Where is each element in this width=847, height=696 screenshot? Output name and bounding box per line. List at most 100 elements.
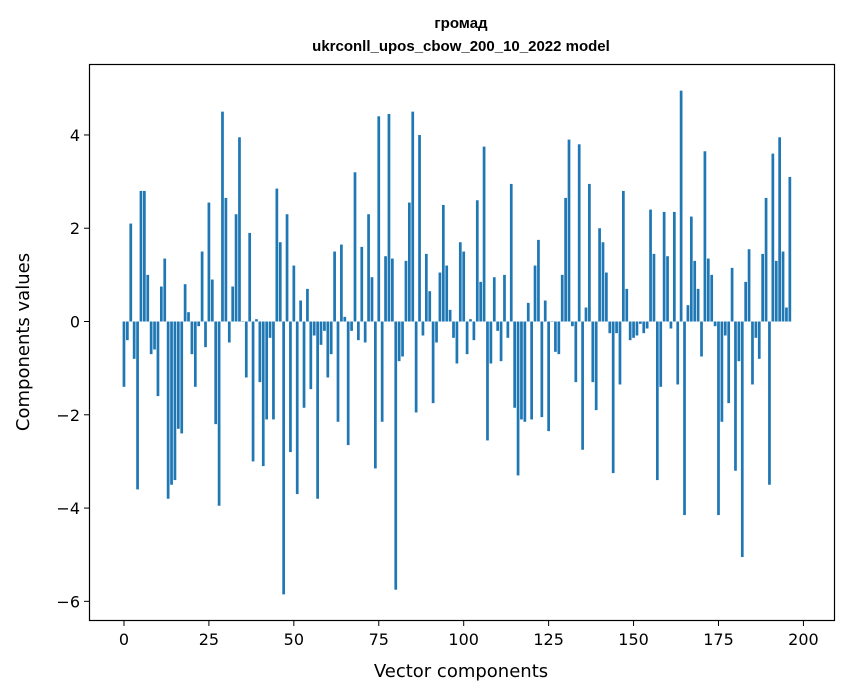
bar-146 <box>618 321 622 385</box>
bar-159 <box>662 211 666 322</box>
bar-92 <box>435 321 438 343</box>
bar-78 <box>387 113 391 322</box>
bar-122 <box>537 239 540 322</box>
x-tick-label: 75 <box>369 630 389 649</box>
y-tick-label: 4 <box>70 126 80 145</box>
bar-25 <box>207 202 211 322</box>
bar-176 <box>720 321 724 422</box>
bar-139 <box>594 321 598 411</box>
bar-41 <box>261 321 265 467</box>
bar-28 <box>217 321 221 506</box>
bar-9 <box>153 321 156 350</box>
bar-20 <box>190 321 194 355</box>
bar-43 <box>268 321 272 338</box>
bar-104 <box>475 200 479 322</box>
bar-22 <box>197 321 201 327</box>
x-tick-label: 25 <box>199 630 219 649</box>
bar-138 <box>591 321 595 383</box>
bar-148 <box>625 288 629 322</box>
bar-85 <box>411 111 415 322</box>
x-tick-label: 200 <box>788 630 819 649</box>
bar-170 <box>700 321 703 357</box>
bar-181 <box>737 321 741 362</box>
bar-119 <box>526 302 530 322</box>
bar-8 <box>149 321 153 355</box>
bar-80 <box>394 321 398 590</box>
bar-153 <box>642 321 646 334</box>
bar-44 <box>272 321 275 420</box>
bar-30 <box>224 197 228 322</box>
bar-162 <box>672 211 676 322</box>
bar-120 <box>530 321 533 420</box>
x-axis-label: Vector components <box>374 661 548 682</box>
bar-149 <box>628 321 632 341</box>
bar-106 <box>482 146 486 322</box>
bar-167 <box>689 216 693 322</box>
bar-123 <box>540 321 544 418</box>
bar-69 <box>357 321 360 341</box>
bar-183 <box>744 281 748 322</box>
bar-62 <box>333 251 336 322</box>
bar-13 <box>166 321 170 499</box>
bar-74 <box>374 321 377 469</box>
bar-142 <box>605 272 608 322</box>
y-axis-label: Components values <box>13 253 34 431</box>
bar-51 <box>295 321 299 495</box>
bar-101 <box>465 321 469 355</box>
bar-52 <box>299 300 302 322</box>
bar-100 <box>462 251 466 322</box>
bar-55 <box>309 321 313 390</box>
bar-64 <box>340 244 343 322</box>
y-tick-label: 0 <box>70 313 80 332</box>
bar-76 <box>380 321 384 422</box>
bar-68 <box>353 172 357 322</box>
bar-96 <box>448 309 452 322</box>
bar-131 <box>567 139 571 322</box>
bar-0 <box>122 321 126 387</box>
bar-189 <box>764 197 768 322</box>
bar-180 <box>734 321 737 471</box>
bar-45 <box>275 188 279 322</box>
bar-137 <box>588 183 591 322</box>
bar-21 <box>193 321 197 387</box>
bar-33 <box>234 214 238 322</box>
bar-79 <box>391 258 394 322</box>
chart-title: громад <box>434 15 488 32</box>
bar-56 <box>312 321 316 336</box>
bar-150 <box>632 321 635 338</box>
bar-109 <box>492 277 496 322</box>
bar-36 <box>244 321 248 378</box>
bar-46 <box>278 242 282 322</box>
bar-116 <box>516 321 520 476</box>
y-tick-label: −4 <box>56 499 80 518</box>
bar-24 <box>204 321 207 348</box>
bar-61 <box>329 321 333 355</box>
bar-192 <box>774 260 778 322</box>
bar-165 <box>683 321 686 516</box>
bar-124 <box>543 300 547 322</box>
bar-118 <box>523 321 527 422</box>
bar-160 <box>666 256 669 322</box>
bar-65 <box>343 316 347 322</box>
bar-16 <box>176 321 180 429</box>
bar-193 <box>778 137 781 322</box>
bar-95 <box>445 265 449 322</box>
bar-145 <box>615 321 618 334</box>
bar-182 <box>740 321 744 558</box>
bar-190 <box>768 321 771 485</box>
bar-194 <box>781 251 785 322</box>
y-tick-label: −2 <box>56 406 80 425</box>
bar-38 <box>251 321 255 462</box>
bar-186 <box>754 321 758 338</box>
bar-11 <box>159 286 163 322</box>
bar-91 <box>431 321 435 404</box>
bar-2 <box>129 223 133 322</box>
bar-187 <box>757 321 761 359</box>
bar-169 <box>696 288 700 322</box>
bar-135 <box>581 321 584 450</box>
bar-54 <box>306 288 309 322</box>
bar-191 <box>771 153 775 322</box>
bar-99 <box>458 242 462 322</box>
bar-196 <box>788 176 792 322</box>
